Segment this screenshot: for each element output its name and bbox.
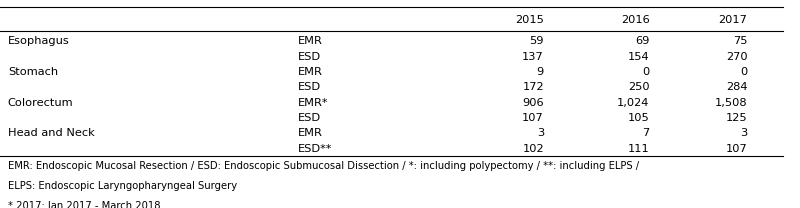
Text: 75: 75 [733, 36, 747, 46]
Text: EMR: EMR [298, 67, 322, 77]
Text: 3: 3 [740, 128, 747, 138]
Text: 107: 107 [726, 144, 747, 154]
Text: Esophagus: Esophagus [8, 36, 70, 46]
Text: ESD**: ESD** [298, 144, 332, 154]
Text: EMR*: EMR* [298, 98, 328, 108]
Text: 2016: 2016 [621, 15, 650, 25]
Text: 154: 154 [628, 52, 650, 62]
Text: 59: 59 [530, 36, 544, 46]
Text: 284: 284 [726, 82, 747, 92]
Text: 9: 9 [537, 67, 544, 77]
Text: ESD: ESD [298, 52, 321, 62]
Text: 0: 0 [740, 67, 747, 77]
Text: ESD: ESD [298, 82, 321, 92]
Text: 250: 250 [628, 82, 650, 92]
Text: 7: 7 [642, 128, 650, 138]
Text: * 2017: Jan 2017 - March 2018: * 2017: Jan 2017 - March 2018 [8, 201, 160, 208]
Text: Colorectum: Colorectum [8, 98, 74, 108]
Text: 137: 137 [522, 52, 544, 62]
Text: 1,024: 1,024 [618, 98, 650, 108]
Text: 1,508: 1,508 [715, 98, 747, 108]
Text: 125: 125 [726, 113, 747, 123]
Text: 906: 906 [522, 98, 544, 108]
Text: EMR: EMR [298, 128, 322, 138]
Text: EMR: Endoscopic Mucosal Resection / ESD: Endoscopic Submucosal Dissection / *: i: EMR: Endoscopic Mucosal Resection / ESD:… [8, 161, 639, 171]
Text: 107: 107 [522, 113, 544, 123]
Text: EMR: EMR [298, 36, 322, 46]
Text: Head and Neck: Head and Neck [8, 128, 94, 138]
Text: Stomach: Stomach [8, 67, 58, 77]
Text: 270: 270 [726, 52, 747, 62]
Text: 0: 0 [642, 67, 650, 77]
Text: 2015: 2015 [515, 15, 544, 25]
Text: 3: 3 [537, 128, 544, 138]
Text: ELPS: Endoscopic Laryngopharyngeal Surgery: ELPS: Endoscopic Laryngopharyngeal Surge… [8, 181, 237, 191]
Text: ESD: ESD [298, 113, 321, 123]
Text: 111: 111 [628, 144, 650, 154]
Text: 2017: 2017 [718, 15, 747, 25]
Text: 172: 172 [522, 82, 544, 92]
Text: 105: 105 [628, 113, 650, 123]
Text: 69: 69 [635, 36, 650, 46]
Text: 102: 102 [522, 144, 544, 154]
